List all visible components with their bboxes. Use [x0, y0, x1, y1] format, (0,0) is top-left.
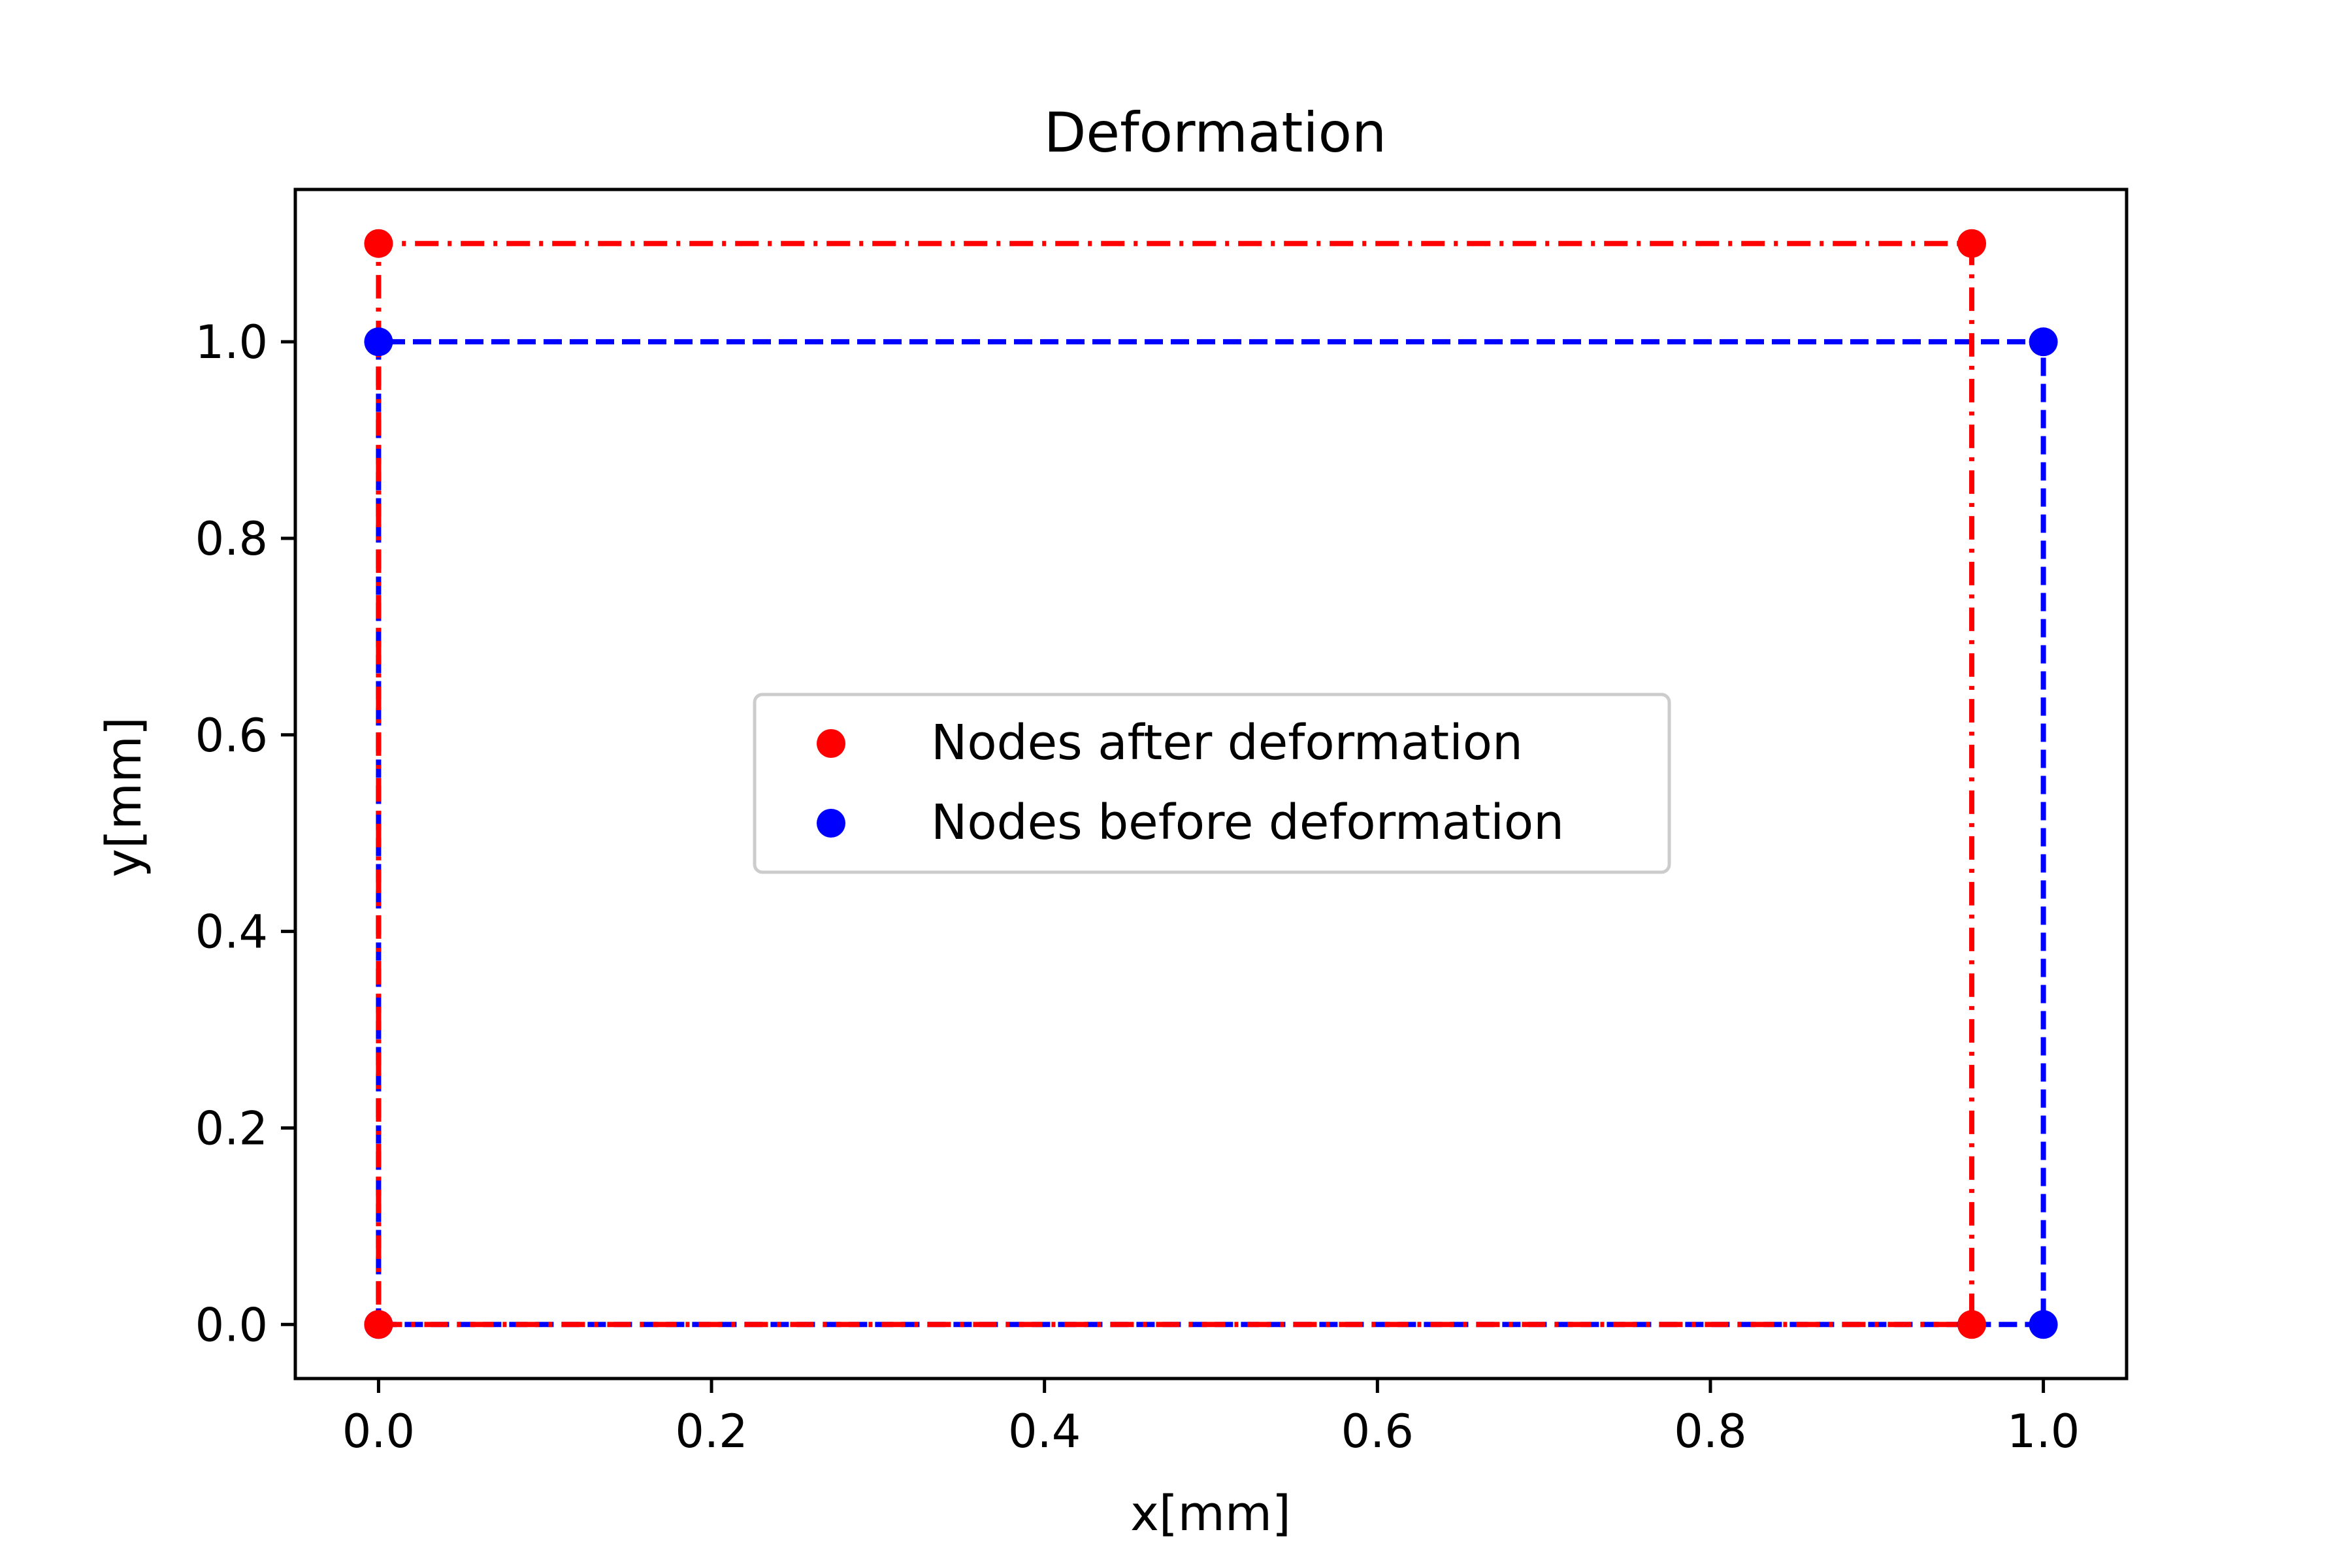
x-tick-label-0: 0.0 [342, 1405, 415, 1458]
node-point-1-2 [2029, 327, 2058, 357]
node-point-0-3 [364, 229, 393, 258]
node-point-1-3 [364, 327, 393, 357]
y-tick-label-1: 0.2 [195, 1102, 268, 1155]
y-tick-label-5: 1.0 [195, 316, 268, 369]
legend: Nodes after deformation Nodes before def… [753, 693, 1671, 874]
legend-frame [753, 693, 1671, 874]
x-axis-label: x[mm] [1130, 1486, 1291, 1542]
x-tick-label-1: 0.2 [675, 1405, 747, 1458]
node-point-0-2 [1957, 229, 1987, 258]
x-tick-label-3: 0.6 [1341, 1405, 1414, 1458]
x-tick-label-5: 1.0 [2007, 1405, 2080, 1458]
y-tick-label-4: 0.8 [195, 512, 268, 566]
x-tick-label-4: 0.8 [1674, 1405, 1746, 1458]
legend-marker-before [817, 809, 845, 838]
y-axis-ticks: 0.0 0.2 0.4 0.6 0.8 1.0 [195, 316, 295, 1352]
node-point-0-0 [364, 1310, 393, 1339]
legend-label-after: Nodes after deformation [931, 715, 1523, 771]
plot-frame [293, 188, 2129, 1380]
y-axis-label: y[mm] [96, 717, 152, 877]
y-tick-label-0: 0.0 [195, 1298, 268, 1352]
legend-label-before: Nodes before deformation [931, 794, 1564, 851]
legend-marker-after [817, 729, 845, 758]
chart-title: Deformation [1044, 101, 1387, 165]
x-tick-label-2: 0.4 [1008, 1405, 1081, 1458]
node-point-1-1 [2029, 1310, 2058, 1339]
x-axis-ticks: 0.0 0.2 0.4 0.6 0.8 1.0 [342, 1379, 2080, 1458]
y-tick-label-3: 0.6 [195, 709, 268, 762]
y-tick-label-2: 0.4 [195, 906, 268, 959]
node-point-0-1 [1957, 1310, 1987, 1339]
